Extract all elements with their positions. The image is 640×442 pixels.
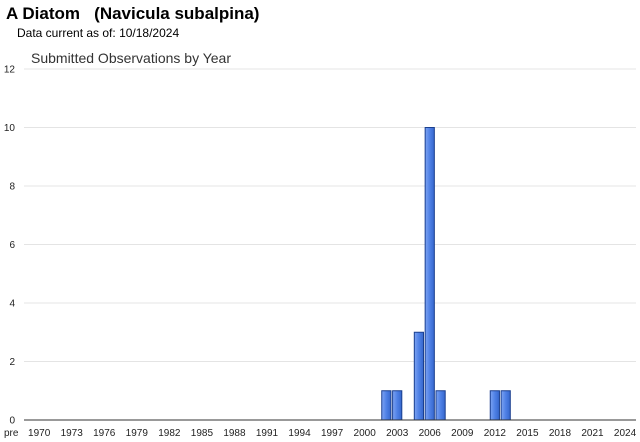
x-tick-label: 1970 (28, 428, 51, 439)
x-tick-label: 2015 (516, 428, 539, 439)
x-tick-label: pre (4, 428, 19, 439)
bars (381, 127, 511, 421)
y-tick-label: 8 (9, 182, 15, 193)
x-tick-label: 2009 (451, 428, 474, 439)
x-tick-label: 1991 (256, 428, 279, 439)
x-tick-label: 1982 (158, 428, 181, 439)
data-current-label: Data current as of: (17, 26, 116, 40)
x-tick-label: 2024 (614, 428, 637, 439)
x-tick-label: 2003 (386, 428, 409, 439)
bar (413, 331, 424, 421)
x-tick-label: 1976 (93, 428, 116, 439)
y-tick-label: 0 (9, 416, 15, 427)
x-axis-ticks: pre 1970 1973 1976 1979 1982 1985 1988 1991 1994 1… (4, 428, 637, 439)
x-tick-label: 2006 (419, 428, 442, 439)
x-tick-label: 1988 (223, 428, 246, 439)
y-tick-label: 2 (9, 357, 15, 368)
bar (435, 390, 446, 421)
x-tick-label: 2012 (484, 428, 507, 439)
x-tick-label: 1979 (126, 428, 149, 439)
y-tick-label: 12 (4, 65, 16, 76)
y-tick-label: 6 (9, 240, 15, 251)
x-tick-label: 1994 (288, 428, 311, 439)
y-axis-ticks: 0 2 4 6 8 10 12 (4, 65, 16, 427)
bar (424, 127, 435, 421)
x-tick-label: 2021 (581, 428, 604, 439)
x-tick-label: 2018 (549, 428, 572, 439)
x-tick-label: 1997 (321, 428, 344, 439)
x-tick-label: 1985 (191, 428, 214, 439)
y-tick-label: 4 (9, 299, 15, 310)
bar (381, 390, 392, 421)
bar (500, 390, 511, 421)
bar (392, 390, 403, 421)
x-tick-label: 2000 (354, 428, 377, 439)
data-current-date: 10/18/2024 (119, 26, 180, 40)
y-tick-label: 10 (4, 123, 16, 134)
page-title: A Diatom (Navicula subalpina) (6, 4, 260, 23)
data-current-line: Data current as of: 10/18/2024 (17, 26, 179, 40)
chart-title: Submitted Observations by Year (31, 50, 231, 66)
x-tick-label: 1973 (61, 428, 84, 439)
gridlines (24, 68, 636, 362)
bar (489, 390, 500, 421)
